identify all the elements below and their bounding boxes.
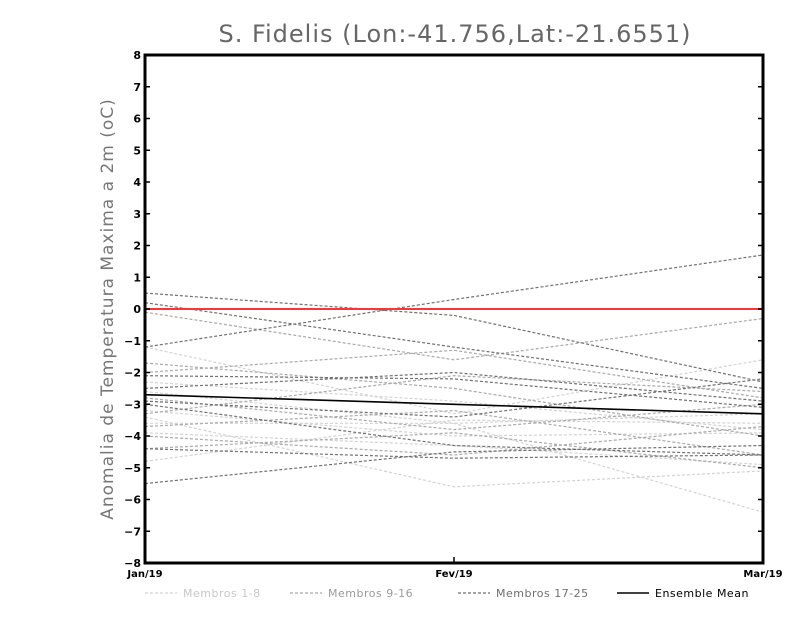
member-series-line (144, 432, 764, 466)
y-tick-label: 1 (133, 271, 141, 284)
y-axis-label: Anomalia de Temperatura Maxima a 2m (oC) (98, 98, 118, 520)
x-tick-label: Mar/19 (743, 569, 782, 580)
chart-title: S. Fidelis (Lon:-41.756,Lat:-21.6551) (218, 20, 691, 48)
series-layer (144, 254, 764, 513)
member-series-line (144, 444, 764, 485)
member-series-line (144, 346, 764, 415)
member-series-line (144, 409, 764, 456)
y-tick-label: 3 (133, 208, 141, 221)
member-series-line (144, 311, 764, 361)
legend-label: Membros 1-8 (183, 587, 261, 600)
y-tick-label: 4 (133, 176, 141, 189)
y-tick-label: 6 (133, 113, 141, 126)
y-tick-label: 8 (133, 49, 141, 62)
member-series-line (144, 375, 764, 408)
y-axis: −8 −7 −6 −5 −4 −3 −2 −1 0 1 2 3 4 5 6 7 8 (124, 49, 763, 570)
member-series-line (144, 403, 764, 456)
y-tick-label: −8 (124, 557, 141, 570)
member-series-line (144, 410, 764, 437)
member-series-line (144, 302, 764, 389)
member-series-line (144, 381, 764, 431)
y-tick-label: −7 (124, 525, 141, 538)
member-series-line (144, 254, 764, 348)
y-tick-label: −2 (124, 367, 141, 380)
member-series-line (144, 419, 764, 462)
y-tick-label: 0 (133, 303, 141, 316)
member-series-line (144, 375, 764, 415)
ensemble-mean-line (144, 393, 764, 415)
y-tick-label: −6 (124, 494, 141, 507)
x-tick-label: Jan/19 (126, 569, 162, 580)
x-axis: Jan/19 Fev/19 Mar/19 (126, 557, 783, 580)
member-series-line (144, 416, 764, 488)
member-series-line (144, 390, 764, 513)
member-series-line (144, 362, 764, 437)
member-series-line (145, 413, 764, 424)
x-tick-label: Fev/19 (435, 569, 472, 580)
member-series-line (144, 378, 764, 418)
y-tick-label: 2 (133, 240, 141, 253)
legend-label: Membros 9-16 (328, 587, 413, 600)
y-tick-label: −5 (124, 462, 141, 475)
y-tick-label: 7 (133, 81, 141, 94)
y-tick-label: −4 (124, 430, 141, 443)
legend-label: Membros 17-25 (496, 587, 589, 600)
member-series-line (144, 448, 764, 459)
y-tick-label: −1 (124, 335, 141, 348)
member-series-line (144, 425, 764, 456)
legend: Membros 1-8 Membros 9-16 Membros 17-25 Ense… (145, 587, 749, 600)
member-series-line (144, 292, 764, 383)
y-tick-label: 5 (133, 144, 141, 157)
legend-label: Ensemble Mean (655, 587, 749, 600)
member-series-line (144, 397, 764, 431)
y-tick-label: −3 (124, 398, 141, 411)
